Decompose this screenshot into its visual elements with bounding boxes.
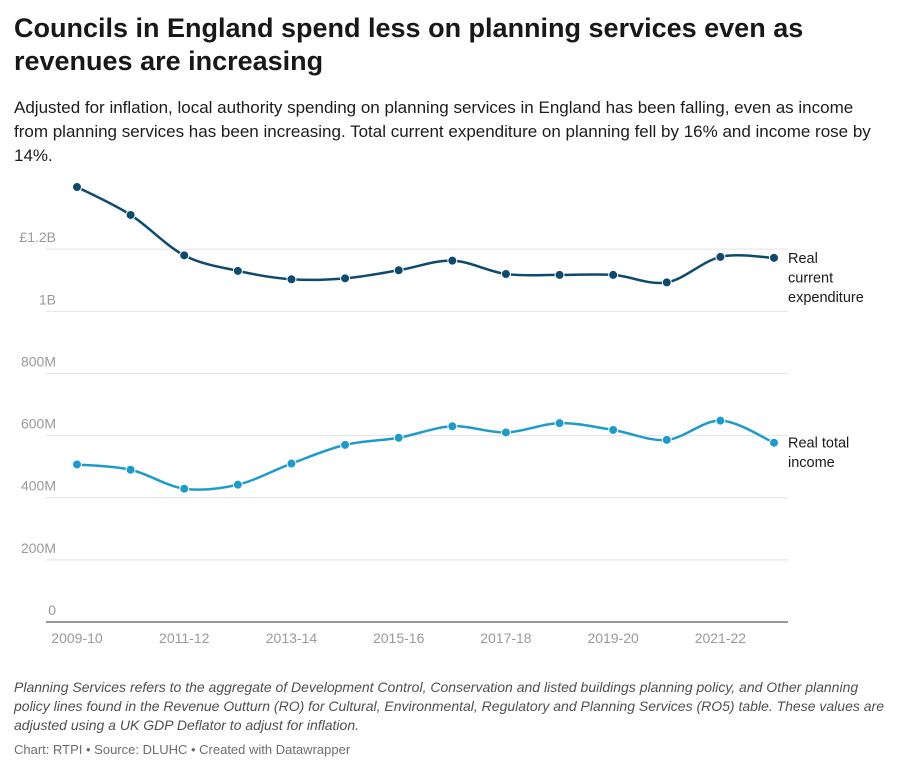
y-tick-label: 0 xyxy=(48,602,56,618)
x-tick-label: 2011-12 xyxy=(159,630,210,646)
data-point xyxy=(286,458,297,469)
data-point xyxy=(447,255,458,266)
data-point xyxy=(340,439,351,450)
y-tick-label: 1B xyxy=(39,291,56,307)
x-tick-label: 2019-20 xyxy=(587,630,639,646)
data-point xyxy=(769,252,779,263)
data-point xyxy=(608,424,619,435)
data-point xyxy=(393,432,404,443)
data-point xyxy=(661,434,672,445)
data-point xyxy=(179,250,190,261)
data-point xyxy=(179,483,190,494)
y-tick-label: £1.2B xyxy=(19,229,56,245)
axes: 0 200M 400M 600M 800M 1B £1.2B 2009-10 2011-12 20… xyxy=(19,229,788,646)
data-point xyxy=(72,182,82,192)
x-tick-label: 2009-10 xyxy=(51,630,103,646)
chart-notes: Planning Services refers to the aggregat… xyxy=(14,679,884,733)
series-label: Real current expenditure xyxy=(788,251,864,306)
chart-subtitle: Adjusted for inflation, local authority … xyxy=(14,98,871,165)
data-point xyxy=(232,479,243,490)
data-point xyxy=(715,251,726,262)
data-point xyxy=(125,464,136,475)
data-point xyxy=(447,421,458,432)
data-point xyxy=(500,427,511,438)
chart-title: Councils in England spend less on planni… xyxy=(14,13,804,76)
data-point xyxy=(393,265,404,276)
data-point xyxy=(125,209,136,220)
line-chart: 0 200M 400M 600M 800M 1B £1.2B 2009-10 2011-12 20… xyxy=(19,182,864,646)
data-point xyxy=(286,274,297,285)
y-tick-label: 200M xyxy=(21,540,56,556)
data-point xyxy=(340,273,351,284)
series-lines xyxy=(72,182,779,494)
data-point xyxy=(661,277,672,288)
data-point xyxy=(500,269,511,279)
data-point xyxy=(554,418,565,429)
data-point xyxy=(769,437,779,448)
y-tick-label: 400M xyxy=(21,478,56,494)
data-point xyxy=(232,265,243,276)
gridlines xyxy=(46,248,788,561)
x-tick-label: 2015-16 xyxy=(373,630,425,646)
data-point xyxy=(554,269,565,280)
x-tick-label: 2017-18 xyxy=(480,630,532,646)
series-labels: Real current expenditure Real total income xyxy=(788,251,864,471)
series-line xyxy=(75,419,776,491)
data-point xyxy=(72,459,82,470)
data-point xyxy=(608,269,619,280)
x-tick-label: 2013-14 xyxy=(266,630,318,646)
series-line xyxy=(75,185,776,285)
y-tick-label: 600M xyxy=(21,416,56,432)
chart-footer: Chart: RTPI • Source: DLUHC • Created wi… xyxy=(14,742,351,757)
data-point xyxy=(715,415,726,426)
series-label: Real total income xyxy=(788,436,849,472)
y-tick-label: 800M xyxy=(21,353,56,369)
x-tick-label: 2021-22 xyxy=(695,630,747,646)
